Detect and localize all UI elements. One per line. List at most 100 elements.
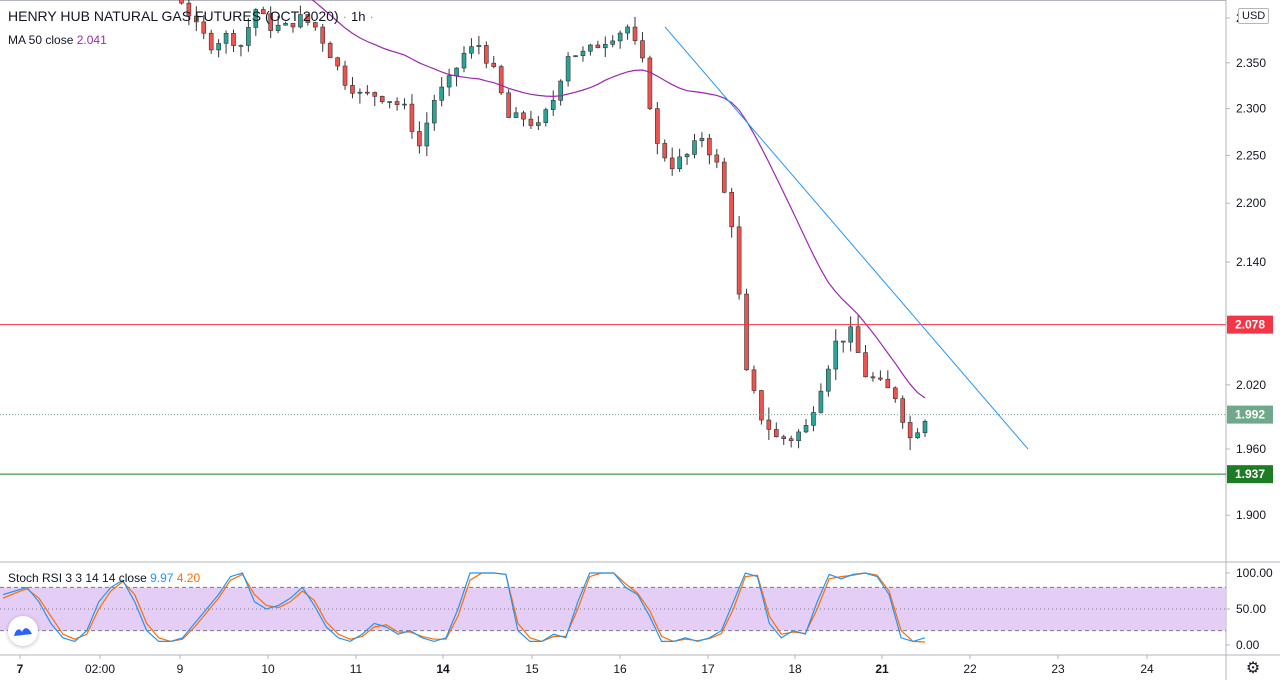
candle-body xyxy=(543,109,549,123)
candle-body xyxy=(506,92,511,118)
candle-body xyxy=(402,103,407,106)
stoch-tick-label: 0.00 xyxy=(1236,638,1260,652)
ma50-line xyxy=(311,0,926,399)
candle-body xyxy=(223,33,229,44)
candle-body xyxy=(238,45,244,47)
candle-body xyxy=(662,143,668,159)
candle-body xyxy=(208,32,214,51)
candle-body xyxy=(194,15,199,23)
symbol-title[interactable]: HENRY HUB NATURAL GAS FUTURES (OCT 2020) xyxy=(8,8,339,24)
price-tick-label: 2.200 xyxy=(1236,196,1266,210)
support-price-label: 1.937 xyxy=(1235,467,1265,481)
interval-label[interactable]: 1h xyxy=(350,9,366,24)
candle-body xyxy=(327,42,333,59)
candle-body xyxy=(751,369,757,391)
stoch-label: Stoch RSI 3 3 14 14 close xyxy=(8,571,147,585)
candle-body xyxy=(498,66,504,94)
candle-body xyxy=(878,377,883,380)
candle-body xyxy=(536,122,541,126)
candle-body xyxy=(759,390,764,421)
candle-body xyxy=(305,14,311,23)
candle-body xyxy=(602,44,608,49)
settings-gear-icon[interactable]: ⚙ xyxy=(1245,660,1261,677)
candle-body xyxy=(387,101,392,103)
candle-body xyxy=(521,112,526,120)
candle-body xyxy=(818,390,824,413)
stoch-k-value: 9.97 xyxy=(150,571,174,585)
candle-body xyxy=(446,75,452,88)
candle-body xyxy=(803,425,809,433)
last_price-price-label: 1.992 xyxy=(1235,408,1265,422)
candle-body xyxy=(833,340,839,370)
candle-body xyxy=(796,431,801,441)
candle-body xyxy=(848,326,853,343)
candle-body xyxy=(179,0,184,4)
candle-body xyxy=(350,85,355,94)
candle-body xyxy=(216,43,221,51)
candle-body xyxy=(365,91,370,94)
candle-body xyxy=(469,46,474,54)
candle-body xyxy=(424,122,430,147)
stoch-k-line xyxy=(2,572,926,643)
candle-body xyxy=(892,387,898,399)
candle-body xyxy=(260,9,266,15)
ma-value: 2.041 xyxy=(76,33,107,47)
candle-body xyxy=(707,138,712,156)
candle-body xyxy=(379,96,385,102)
candle-body xyxy=(907,422,913,439)
candle-body xyxy=(268,13,273,31)
candle-body xyxy=(253,9,259,28)
candle-body xyxy=(669,157,675,170)
candle-body xyxy=(431,100,437,124)
candle-body xyxy=(744,293,749,371)
tradingview-logo-icon[interactable] xyxy=(8,616,38,646)
candle-body xyxy=(491,62,497,67)
candle-body xyxy=(588,44,593,52)
candle-body xyxy=(335,57,340,67)
price-tick-label: 1.960 xyxy=(1236,442,1266,456)
candle-body xyxy=(372,92,378,97)
price-tick-label: 2.250 xyxy=(1236,148,1266,162)
candle-body xyxy=(826,368,831,392)
candle-body xyxy=(729,191,734,228)
candle-body xyxy=(647,57,653,109)
stoch-legend[interactable]: Stoch RSI 3 3 14 14 close 9.97 4.20 xyxy=(8,571,200,585)
downtrend-line xyxy=(664,26,1029,450)
candle-body xyxy=(580,50,586,56)
candle-body xyxy=(655,108,660,144)
candle-body xyxy=(699,138,705,142)
resistance-price-label: 2.078 xyxy=(1235,318,1265,332)
ma-legend[interactable]: MA 50 close 2.041 xyxy=(8,33,107,47)
time-tick-label: 23 xyxy=(1051,662,1065,676)
candle-body xyxy=(840,340,846,343)
candle-body xyxy=(736,226,742,295)
candle-body xyxy=(788,438,794,441)
candle-body xyxy=(320,26,326,44)
candle-body xyxy=(409,103,415,132)
resistance-price-label-bg xyxy=(1227,315,1273,334)
candle-body xyxy=(885,378,891,389)
ma-label: MA 50 close xyxy=(8,33,74,47)
time-tick-label: 18 xyxy=(788,662,802,676)
candle-body xyxy=(201,21,207,34)
candle-body xyxy=(394,101,400,105)
candle-body xyxy=(721,161,727,193)
currency-label[interactable]: USD xyxy=(1238,8,1270,24)
time-tick-label: 22 xyxy=(963,662,977,676)
candle-body xyxy=(773,429,779,438)
candle-body xyxy=(461,52,467,69)
candle-body xyxy=(811,412,816,426)
candle-body xyxy=(900,398,905,423)
time-tick-label: 14 xyxy=(436,662,450,676)
stoch-tick-label: 100.00 xyxy=(1236,566,1273,580)
candle-body xyxy=(312,22,318,28)
candle-body xyxy=(290,23,296,28)
candle-body xyxy=(610,40,616,45)
candle-body xyxy=(454,67,459,76)
time-tick-label: 02:00 xyxy=(85,662,115,676)
candle-body xyxy=(186,2,192,17)
candle-body xyxy=(476,45,482,47)
candle-body xyxy=(870,376,876,379)
candle-body xyxy=(528,118,534,126)
